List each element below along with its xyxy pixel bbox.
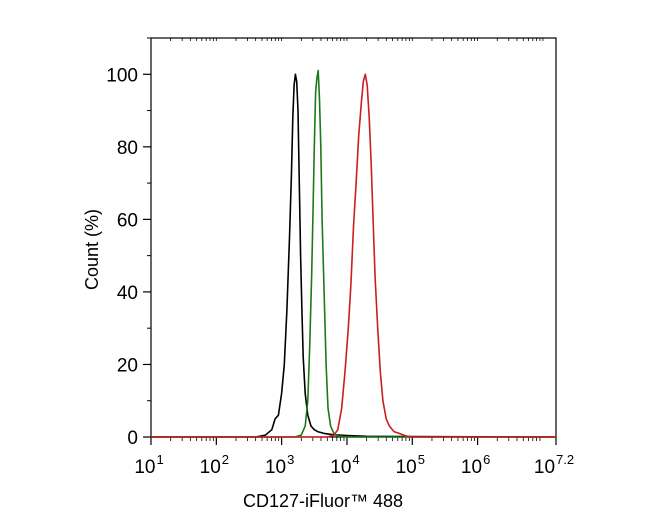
x-tick-label: 102 — [200, 452, 229, 478]
histogram-series-line — [151, 73, 557, 438]
y-tick-label: 0 — [127, 428, 138, 449]
y-tick-label: 80 — [117, 138, 138, 159]
x-minor-ticks — [170, 38, 544, 441]
y-axis-label: Count (%) — [82, 209, 102, 290]
x-tick-label: 105 — [396, 452, 425, 478]
x-axis-label: CD127-iFluor™ 488 — [243, 491, 403, 511]
y-axis-ticks: 0 20 40 60 80 100 — [106, 37, 151, 449]
x-tick-label: 104 — [330, 452, 359, 478]
histogram-series-line — [151, 69, 556, 438]
x-tick-label: 103 — [265, 452, 294, 478]
x-tick-label: 101 — [134, 452, 163, 478]
y-tick-label: 40 — [117, 283, 138, 304]
x-axis-ticks: 101 102 103 104 105 106 107.2 — [134, 437, 574, 478]
y-tick-label: 20 — [117, 355, 138, 376]
x-tick-label: 107.2 — [534, 452, 574, 478]
histogram-series-line — [151, 73, 556, 438]
histogram-series — [151, 69, 557, 438]
y-tick-label: 60 — [117, 210, 138, 231]
x-tick-label: 106 — [461, 452, 490, 478]
y-tick-label: 100 — [106, 65, 138, 86]
